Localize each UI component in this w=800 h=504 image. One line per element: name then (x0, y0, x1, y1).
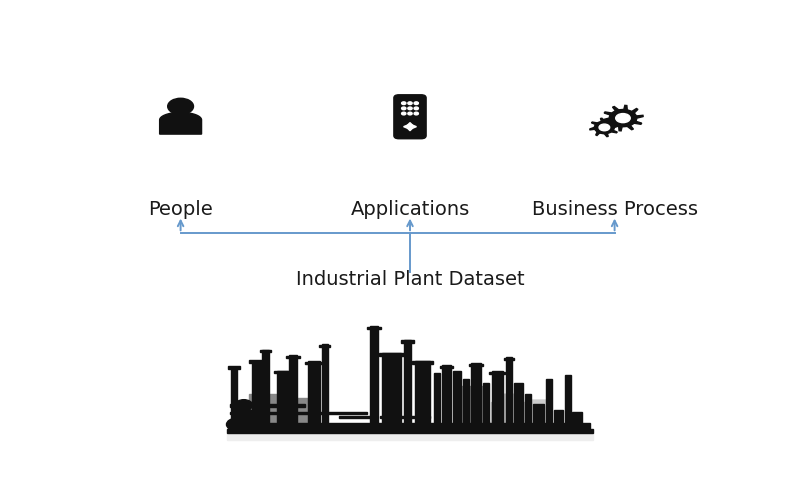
Bar (506, 357, 512, 429)
Bar (380, 416, 430, 418)
Bar (319, 345, 330, 347)
Circle shape (599, 124, 610, 131)
Circle shape (402, 102, 406, 104)
Bar (462, 379, 469, 429)
Text: Business Process: Business Process (532, 201, 698, 219)
Polygon shape (602, 105, 643, 131)
FancyBboxPatch shape (394, 95, 426, 139)
Bar (286, 356, 300, 358)
Circle shape (233, 409, 255, 422)
Bar (252, 361, 262, 429)
Bar (308, 361, 320, 429)
Bar (533, 404, 544, 429)
Circle shape (409, 125, 411, 128)
Bar (504, 358, 514, 360)
Bar (274, 370, 291, 373)
Bar (490, 402, 528, 429)
Circle shape (414, 102, 418, 104)
Polygon shape (407, 128, 413, 131)
Bar (434, 373, 440, 429)
Bar (415, 361, 430, 429)
Circle shape (226, 418, 246, 431)
Bar (322, 344, 327, 429)
Bar (483, 383, 490, 429)
Bar (230, 423, 590, 429)
Circle shape (408, 112, 412, 115)
Bar (440, 365, 454, 368)
Bar (525, 394, 531, 429)
Bar (401, 340, 414, 343)
Circle shape (235, 400, 253, 411)
Bar (249, 360, 265, 363)
Bar (289, 355, 297, 429)
Bar (228, 366, 240, 369)
Bar (366, 327, 382, 329)
Bar (338, 416, 376, 418)
Bar (379, 353, 404, 356)
Bar (413, 361, 433, 364)
Bar (227, 429, 593, 433)
Bar (514, 383, 523, 429)
Bar (249, 394, 280, 429)
Polygon shape (227, 433, 593, 440)
Circle shape (414, 107, 418, 110)
Bar (230, 404, 305, 407)
Bar (404, 340, 411, 429)
Polygon shape (523, 400, 551, 429)
Bar (277, 371, 288, 429)
Bar (492, 371, 503, 429)
Circle shape (402, 107, 406, 110)
Bar (262, 350, 269, 429)
Circle shape (168, 98, 194, 114)
Bar (454, 371, 461, 429)
Bar (230, 412, 366, 414)
Polygon shape (590, 118, 619, 137)
Polygon shape (455, 396, 489, 429)
Bar (382, 353, 401, 429)
Bar (231, 367, 237, 429)
Bar (370, 326, 378, 429)
Circle shape (402, 112, 406, 115)
Bar (459, 387, 485, 429)
Circle shape (253, 420, 266, 429)
Circle shape (616, 113, 630, 122)
Bar (490, 372, 506, 373)
Polygon shape (407, 122, 413, 125)
Circle shape (408, 102, 412, 104)
Text: Industrial Plant Dataset: Industrial Plant Dataset (296, 270, 524, 289)
Bar (573, 412, 582, 429)
Bar (469, 364, 482, 366)
Bar (546, 379, 552, 429)
Bar (554, 410, 563, 429)
Bar (238, 414, 262, 417)
Bar (305, 362, 323, 364)
Text: People: People (148, 201, 213, 219)
Text: Applications: Applications (350, 201, 470, 219)
Polygon shape (412, 125, 417, 129)
Bar (260, 350, 271, 352)
Bar (565, 375, 570, 429)
Polygon shape (489, 394, 523, 429)
Bar (286, 398, 310, 429)
Polygon shape (160, 112, 202, 134)
Circle shape (408, 107, 412, 110)
Circle shape (414, 112, 418, 115)
Bar (442, 365, 451, 429)
Circle shape (241, 419, 257, 429)
Polygon shape (403, 125, 408, 129)
Bar (470, 363, 481, 429)
